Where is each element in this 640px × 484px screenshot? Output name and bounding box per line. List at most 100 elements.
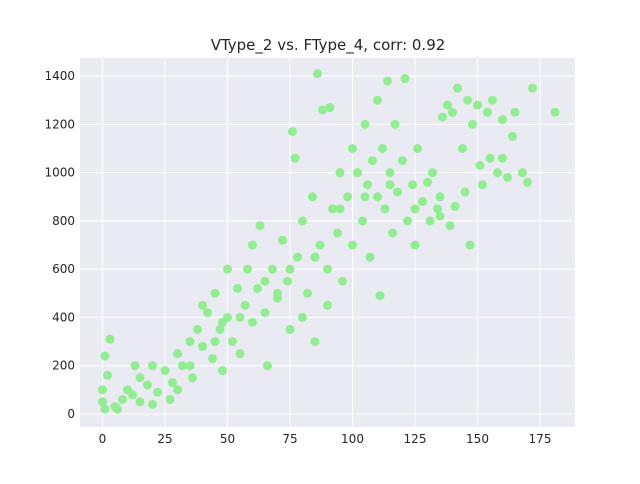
point: [460, 187, 470, 197]
point: [498, 153, 507, 163]
point: [403, 216, 412, 226]
point: [485, 153, 495, 163]
y-tick-label: 400: [52, 310, 75, 324]
point: [388, 228, 397, 238]
point: [130, 361, 140, 371]
point: [385, 168, 395, 178]
point: [218, 317, 227, 327]
point: [310, 252, 320, 262]
point: [475, 160, 485, 170]
point: [233, 283, 242, 293]
y-tick-label: 1000: [44, 166, 75, 180]
point: [333, 228, 342, 238]
point: [290, 153, 300, 163]
point: [408, 180, 417, 190]
x-tick-label: 175: [529, 432, 552, 446]
point: [215, 325, 225, 335]
point: [118, 394, 127, 404]
point: [285, 325, 295, 335]
point: [218, 366, 227, 376]
point: [435, 211, 445, 221]
point: [128, 390, 137, 400]
point: [518, 168, 527, 178]
point: [193, 325, 202, 335]
point: [323, 300, 332, 310]
point: [268, 264, 277, 274]
point: [353, 168, 362, 178]
point: [465, 240, 475, 250]
point: [135, 373, 145, 383]
point: [148, 361, 157, 371]
point: [410, 204, 420, 214]
point: [385, 180, 395, 190]
point: [450, 201, 460, 211]
point: [423, 177, 432, 187]
point: [315, 240, 325, 250]
point: [248, 240, 257, 250]
point: [453, 83, 462, 93]
point: [488, 95, 497, 105]
point: [105, 334, 115, 344]
point: [358, 216, 367, 226]
point: [148, 399, 157, 409]
point: [288, 127, 297, 137]
point: [173, 385, 182, 395]
point: [285, 264, 295, 274]
point: [383, 76, 392, 86]
point: [240, 300, 250, 310]
point: [168, 378, 177, 388]
point: [248, 317, 257, 327]
plot-area: [80, 58, 575, 427]
point: [323, 264, 332, 274]
point: [283, 276, 292, 286]
point: [253, 283, 262, 293]
point: [378, 144, 387, 154]
point: [463, 95, 472, 105]
point: [425, 216, 435, 226]
point: [368, 156, 377, 166]
point: [98, 385, 107, 395]
point: [523, 177, 532, 187]
point: [433, 204, 442, 214]
point: [260, 308, 270, 318]
point: [393, 187, 402, 197]
point: [390, 119, 400, 129]
point: [398, 156, 407, 166]
point: [493, 168, 502, 178]
point: [308, 192, 317, 202]
point: [293, 252, 302, 262]
point: [365, 252, 375, 262]
point: [375, 291, 385, 301]
point: [273, 288, 282, 298]
point: [435, 192, 445, 202]
point: [185, 337, 195, 347]
point: [173, 349, 182, 359]
point: [318, 105, 327, 115]
point: [348, 144, 357, 154]
point: [198, 300, 207, 310]
y-tick-label: 600: [52, 262, 75, 276]
point: [458, 144, 467, 154]
point: [438, 112, 447, 122]
point: [483, 107, 492, 117]
x-tick-label: 150: [466, 432, 489, 446]
point: [448, 107, 457, 117]
point: [335, 204, 345, 214]
chart-title: VType_2 vs. FType_4, corr: 0.92: [211, 36, 446, 55]
point: [210, 337, 220, 347]
point: [310, 337, 320, 347]
point: [100, 404, 110, 414]
point: [373, 95, 382, 105]
x-tick-label: 0: [99, 432, 107, 446]
x-tick-label: 50: [220, 432, 235, 446]
point: [468, 119, 477, 129]
point: [243, 264, 252, 274]
point: [503, 172, 512, 182]
y-tick-label: 0: [67, 407, 75, 421]
point: [178, 361, 187, 371]
point: [550, 107, 560, 117]
point: [508, 131, 517, 141]
y-tick-label: 200: [52, 359, 75, 373]
point: [228, 337, 237, 347]
